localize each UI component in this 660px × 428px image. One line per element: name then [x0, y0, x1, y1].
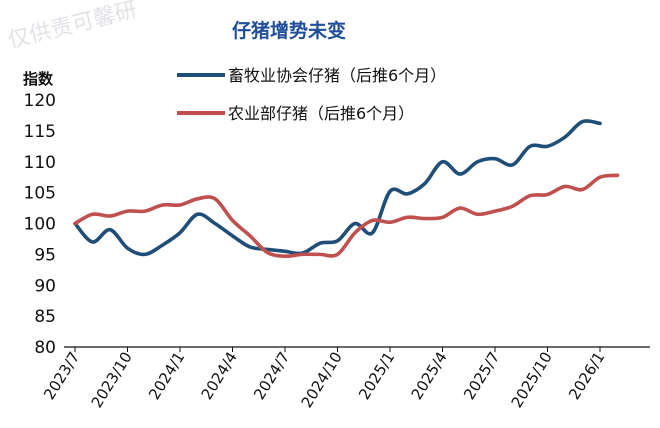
y-tick-label: 115 [24, 122, 56, 142]
y-tick-label: 110 [24, 153, 56, 173]
x-tick-label: 2024/10 [298, 349, 346, 411]
y-tick-label: 85 [34, 307, 56, 327]
x-tick-labels: 2023/7 2023/10 2024/1 2024/4 2024/7 2024/10 20… [40, 347, 608, 411]
y-tick-label: 80 [34, 338, 56, 358]
y-tick-label: 90 [34, 276, 56, 296]
x-tick-label: 2025/7 [460, 349, 503, 403]
y-tick-label: 100 [24, 215, 56, 235]
series-line-1 [73, 173, 620, 259]
series-lines [73, 119, 620, 259]
y-axis-label: 指数 [23, 70, 54, 88]
x-tick-label: 2025/4 [408, 349, 451, 403]
y-tick-label: 95 [34, 245, 56, 265]
x-tick-label: 2024/1 [145, 349, 188, 403]
y-tick-labels: 80 85 90 95 100 105 110 115 120 [24, 91, 56, 358]
x-tick-label: 2025/10 [508, 349, 556, 411]
legend: 畜牧业协会仔猪（后推6个月） 农业部仔猪（后推6个月） [177, 66, 446, 123]
x-tick-label: 2023/10 [88, 349, 136, 411]
x-tick-label: 2024/4 [198, 349, 241, 403]
x-tick-label: 2024/7 [250, 349, 293, 403]
watermark-text: 仅供责可馨研 [5, 0, 139, 54]
y-tick-label: 105 [24, 184, 56, 204]
x-tick-label: 2026/1 [565, 349, 608, 403]
x-tick-label: 2025/1 [355, 349, 398, 403]
series-line-0 [73, 119, 602, 257]
y-tick-label: 120 [24, 91, 56, 111]
legend-label: 畜牧业协会仔猪（后推6个月） [228, 66, 446, 85]
chart-title: 仔猪增势未变 [232, 19, 346, 42]
legend-label: 农业部仔猪（后推6个月） [228, 104, 414, 123]
